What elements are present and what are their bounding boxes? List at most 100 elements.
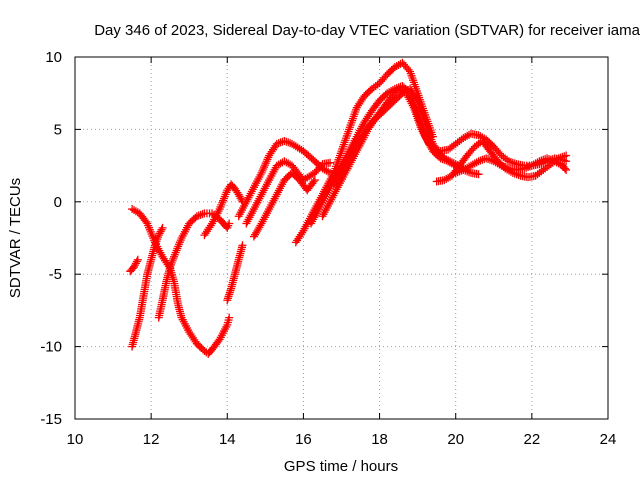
data-point xyxy=(482,154,491,163)
data-point xyxy=(525,162,534,171)
series-arc-a xyxy=(128,205,234,358)
data-point xyxy=(194,211,203,220)
data-point xyxy=(225,313,234,322)
data-point xyxy=(234,190,243,199)
x-tick-label: 24 xyxy=(600,431,617,448)
data-point xyxy=(309,177,318,186)
data-point xyxy=(560,164,569,173)
data-point xyxy=(157,225,166,234)
series-arc-h xyxy=(242,157,335,228)
data-point xyxy=(556,153,565,162)
data-point xyxy=(225,219,234,228)
y-tick-label: 5 xyxy=(54,121,62,138)
data-point xyxy=(430,144,439,153)
series-arc-i xyxy=(249,168,319,241)
data-point xyxy=(259,164,268,173)
data-point xyxy=(544,155,553,164)
data-point xyxy=(326,158,335,167)
data-point xyxy=(284,138,293,147)
data-point xyxy=(428,144,437,153)
series-arc-f xyxy=(223,241,247,305)
data-point xyxy=(158,223,167,232)
data-point xyxy=(257,168,266,177)
data-point xyxy=(533,158,542,167)
data-point xyxy=(154,231,163,240)
data-point xyxy=(474,170,483,179)
data-point xyxy=(236,194,245,203)
data-point xyxy=(453,168,462,177)
data-point xyxy=(286,139,295,148)
data-point xyxy=(261,159,270,168)
data-point xyxy=(310,176,319,185)
x-tick-labels: 10 12 14 16 18 20 22 24 xyxy=(67,431,617,448)
x-tick-label: 10 xyxy=(67,431,84,448)
data-point xyxy=(156,227,165,236)
data-point xyxy=(262,157,271,166)
data-point xyxy=(548,156,557,165)
data-point xyxy=(155,229,164,238)
series-arc-o xyxy=(432,136,571,186)
x-tick-label: 18 xyxy=(371,431,388,448)
axis-ticks xyxy=(74,56,609,420)
y-tick-label: 0 xyxy=(54,194,62,211)
data-point xyxy=(260,163,269,172)
data-point xyxy=(235,192,244,201)
y-tick-label: -5 xyxy=(49,266,62,283)
data-points xyxy=(126,58,571,358)
data-point xyxy=(537,156,546,165)
series-arc-e xyxy=(200,180,247,240)
data-point xyxy=(272,139,281,148)
data-point xyxy=(263,155,272,164)
data-point xyxy=(192,212,201,221)
data-point xyxy=(546,155,555,164)
data-point xyxy=(505,157,514,166)
data-point xyxy=(451,168,460,177)
data-point xyxy=(324,167,333,176)
data-point xyxy=(558,152,567,161)
data-point xyxy=(562,165,571,174)
data-point xyxy=(412,94,421,103)
data-point xyxy=(484,155,493,164)
data-point xyxy=(198,210,207,219)
data-point xyxy=(238,241,247,250)
data-point xyxy=(432,145,441,154)
data-point xyxy=(130,261,139,270)
data-point xyxy=(535,157,544,166)
data-point xyxy=(487,156,496,165)
data-point xyxy=(499,162,508,171)
data-point xyxy=(280,136,289,145)
data-point xyxy=(495,160,504,169)
series-arc-d xyxy=(154,209,234,322)
series-arc-b xyxy=(128,223,167,351)
data-point xyxy=(503,163,512,172)
data-point xyxy=(133,255,142,264)
data-point xyxy=(276,138,285,147)
data-point xyxy=(524,163,533,172)
y-axis-label: SDTVAR / TECUs xyxy=(7,178,24,298)
y-tick-label: 10 xyxy=(45,49,62,66)
data-point xyxy=(132,257,141,266)
data-point xyxy=(497,161,506,170)
x-tick-label: 16 xyxy=(295,431,312,448)
plot-frame xyxy=(74,56,609,420)
x-tick-label: 12 xyxy=(143,431,160,448)
data-point xyxy=(501,163,510,172)
data-point xyxy=(457,166,466,175)
data-point xyxy=(520,164,529,173)
data-point xyxy=(562,151,571,160)
data-point xyxy=(260,161,269,170)
series-arc-c xyxy=(126,255,142,276)
data-point xyxy=(560,152,569,161)
series-arc-p xyxy=(451,154,571,177)
data-point xyxy=(522,163,531,172)
data-point xyxy=(474,157,483,166)
data-point xyxy=(130,262,139,271)
data-point xyxy=(543,154,552,163)
y-tick-label: -10 xyxy=(40,339,62,356)
data-point xyxy=(396,59,405,68)
data-point xyxy=(476,156,485,165)
data-point xyxy=(506,157,515,166)
data-point xyxy=(455,167,464,176)
data-point xyxy=(472,158,481,167)
